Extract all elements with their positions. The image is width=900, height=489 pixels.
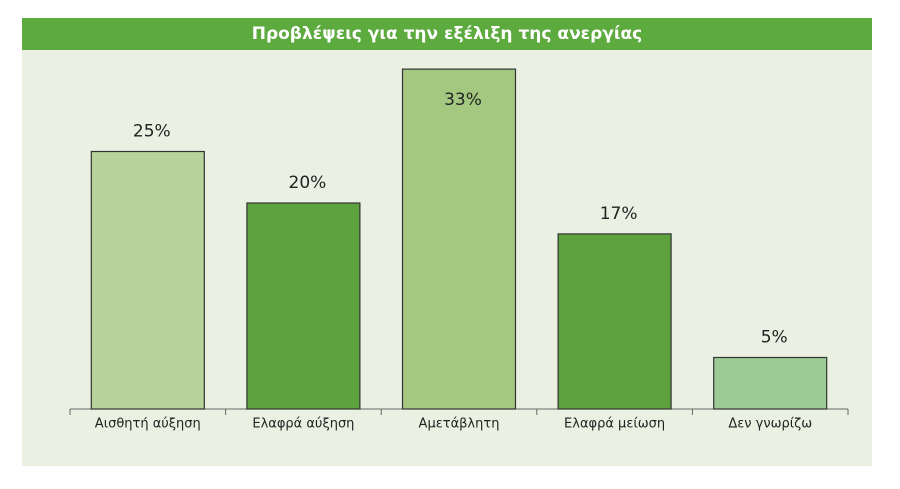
x-tick-label: Ελαφρά μείωση (564, 417, 665, 432)
value-label: 25% (133, 122, 171, 142)
value-label: 17% (600, 204, 638, 224)
bar (557, 233, 672, 410)
title-bar (22, 18, 872, 50)
value-label: 33% (444, 90, 482, 110)
bar (246, 202, 361, 410)
x-tick-label: Αμετάβλητη (419, 417, 500, 432)
x-tick-label: Αισθητή αύξηση (95, 417, 201, 432)
value-label: 20% (289, 173, 327, 193)
bar (90, 150, 205, 410)
x-tick-label: Δεν γνωρίζω (728, 417, 812, 432)
bar (401, 68, 517, 410)
chart-title: Προβλέψεις για την εξέλιξη της ανεργίας (252, 24, 643, 44)
x-tick-label: Ελαφρά αύξηση (252, 417, 354, 432)
value-label: 5% (761, 328, 788, 348)
bar (713, 356, 828, 410)
